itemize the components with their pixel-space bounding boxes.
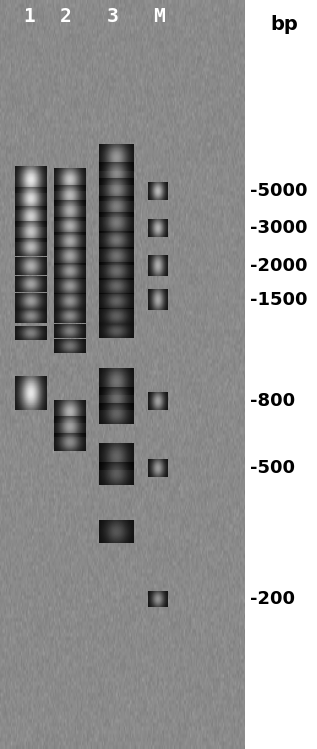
Text: -200: -200 <box>250 590 295 608</box>
Text: 3: 3 <box>107 7 118 26</box>
Text: -2000: -2000 <box>250 257 307 275</box>
Text: -800: -800 <box>250 392 295 410</box>
Text: 1: 1 <box>23 7 35 26</box>
Text: -3000: -3000 <box>250 219 307 237</box>
Text: bp: bp <box>270 15 298 34</box>
Text: M: M <box>153 7 165 26</box>
Text: 2: 2 <box>60 7 72 26</box>
Text: -500: -500 <box>250 459 295 477</box>
Text: -5000: -5000 <box>250 182 307 200</box>
Text: -1500: -1500 <box>250 291 307 309</box>
